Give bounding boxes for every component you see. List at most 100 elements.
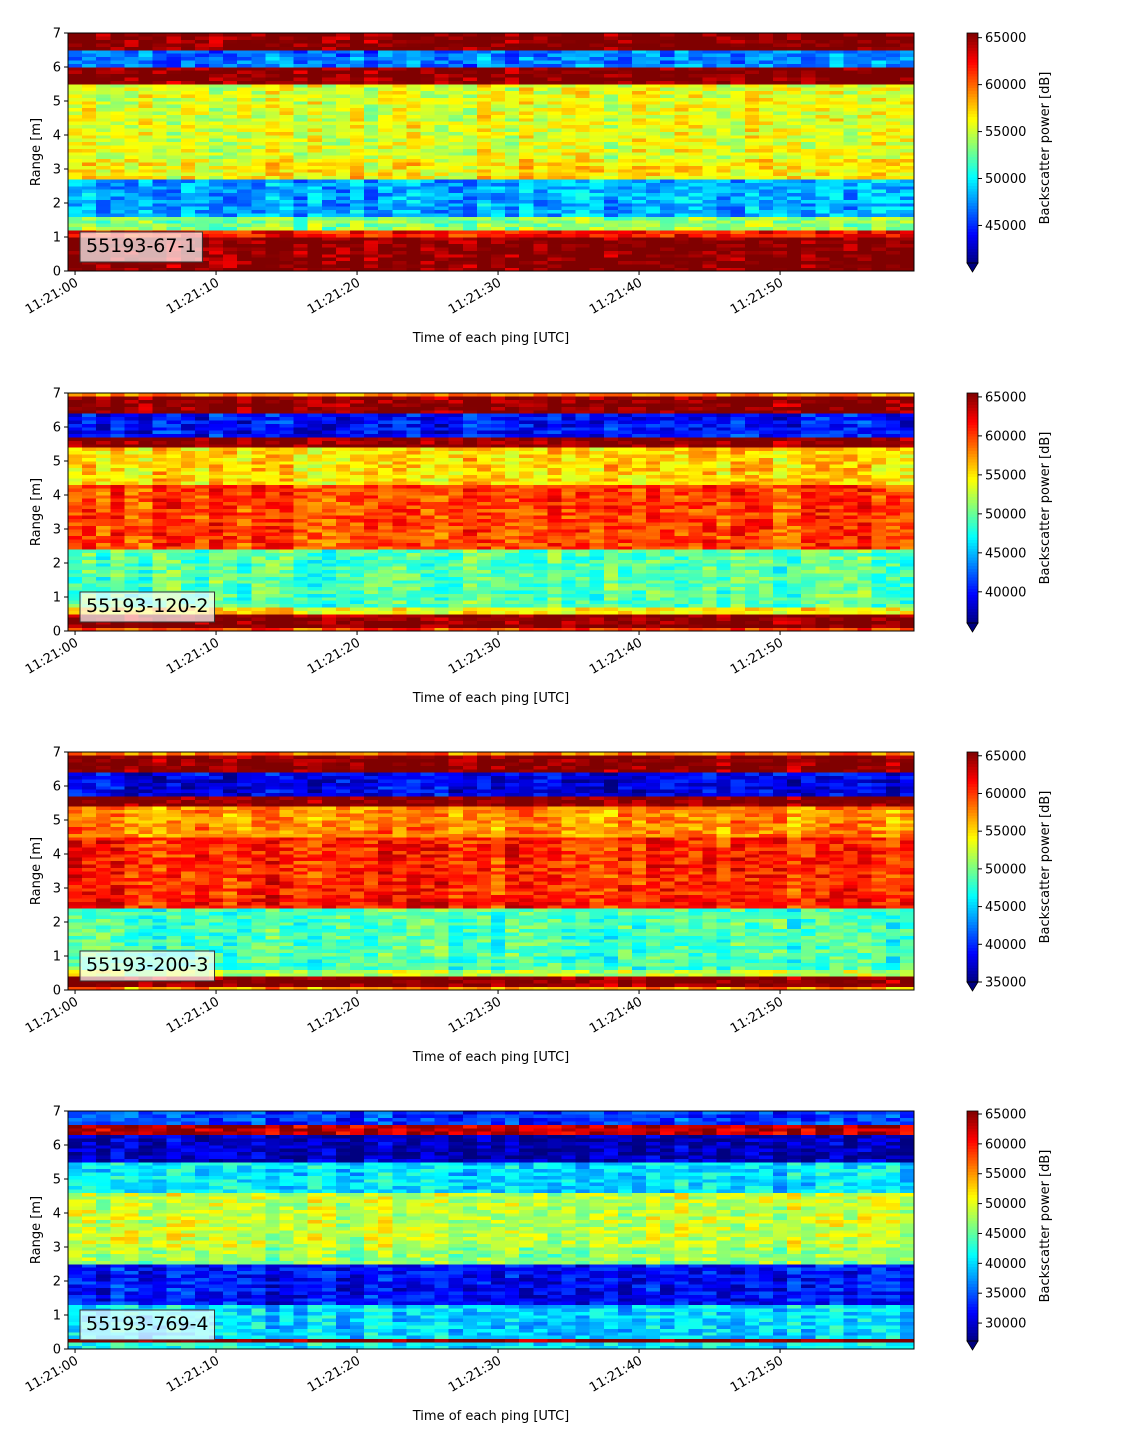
heatmap-cell <box>463 40 477 44</box>
heatmap-cell <box>759 67 773 71</box>
heatmap-cell <box>280 115 294 119</box>
heatmap-cell <box>139 203 153 207</box>
heatmap-cell <box>68 526 82 530</box>
heatmap-cell <box>745 200 759 204</box>
heatmap-cell <box>618 254 632 258</box>
heatmap-cell <box>139 149 153 153</box>
heatmap-cell <box>421 227 435 231</box>
heatmap-cell <box>237 149 251 153</box>
heatmap-cell <box>68 573 82 577</box>
heatmap-cell <box>124 393 138 397</box>
heatmap-cell <box>153 393 167 397</box>
heatmap-cell <box>308 91 322 95</box>
heatmap-cell <box>392 74 406 78</box>
heatmap-cell <box>209 240 223 244</box>
heatmap-cell <box>110 420 124 424</box>
heatmap-cell <box>167 40 181 44</box>
heatmap-cell <box>829 74 843 78</box>
heatmap-cell <box>195 53 209 57</box>
heatmap-cell <box>406 166 420 170</box>
heatmap-cell <box>68 512 82 516</box>
heatmap-cell <box>632 70 646 74</box>
heatmap-cell <box>646 183 660 187</box>
heatmap-cell <box>96 172 110 176</box>
heatmap-cell <box>167 223 181 227</box>
heatmap-cell <box>153 444 167 448</box>
heatmap-cell <box>660 240 674 244</box>
heatmap-cell <box>209 186 223 190</box>
heatmap-cell <box>124 47 138 51</box>
heatmap-cell <box>139 553 153 557</box>
heatmap-cell <box>900 33 914 37</box>
heatmap-cell <box>82 179 96 183</box>
heatmap-cell <box>801 108 815 112</box>
heatmap-cell <box>688 227 702 231</box>
heatmap-cell <box>773 234 787 238</box>
heatmap-cell <box>223 186 237 190</box>
heatmap-cell <box>82 87 96 91</box>
heatmap-cell <box>449 57 463 61</box>
heatmap-cell <box>181 481 195 485</box>
heatmap-cell <box>167 519 181 523</box>
heatmap-cell <box>181 553 195 557</box>
heatmap-cell <box>350 53 364 57</box>
heatmap-cell <box>209 135 223 139</box>
heatmap-cell <box>421 172 435 176</box>
heatmap-cell <box>717 261 731 265</box>
heatmap-cell <box>632 230 646 234</box>
heatmap-cell <box>406 196 420 200</box>
heatmap-cell <box>280 244 294 248</box>
heatmap-cell <box>209 169 223 173</box>
heatmap-cell <box>82 43 96 47</box>
heatmap-cell <box>435 115 449 119</box>
heatmap-cell <box>392 115 406 119</box>
heatmap-cell <box>646 223 660 227</box>
heatmap-cell <box>829 220 843 224</box>
heatmap-cell <box>829 47 843 51</box>
heatmap-cell <box>167 532 181 536</box>
heatmap-cell <box>618 193 632 197</box>
heatmap-cell <box>251 149 265 153</box>
heatmap-cell <box>223 183 237 187</box>
heatmap-cell <box>533 247 547 251</box>
heatmap-cell <box>815 115 829 119</box>
heatmap-cell <box>773 210 787 214</box>
heatmap-cell <box>209 94 223 98</box>
heatmap-cell <box>787 223 801 227</box>
heatmap-cell <box>773 128 787 132</box>
heatmap-cell <box>223 108 237 112</box>
heatmap-cell <box>96 104 110 108</box>
heatmap-cell <box>590 179 604 183</box>
heatmap-cell <box>124 87 138 91</box>
heatmap-cell <box>167 495 181 499</box>
heatmap-cell <box>872 196 886 200</box>
heatmap-cell <box>336 220 350 224</box>
heatmap-cell <box>844 118 858 122</box>
heatmap-cell <box>68 553 82 557</box>
heatmap-cell <box>167 505 181 509</box>
heatmap-cell <box>96 217 110 221</box>
heatmap-cell <box>96 498 110 502</box>
heatmap-cell <box>336 104 350 108</box>
heatmap-cell <box>547 244 561 248</box>
heatmap-cell <box>604 60 618 64</box>
heatmap-cell <box>449 50 463 54</box>
heatmap-cell <box>590 135 604 139</box>
heatmap-cell <box>872 57 886 61</box>
heatmap-cell <box>660 104 674 108</box>
heatmap-cell <box>406 251 420 255</box>
heatmap-cell <box>181 203 195 207</box>
heatmap-cell <box>322 247 336 251</box>
heatmap-cell <box>688 36 702 40</box>
heatmap-cell <box>110 532 124 536</box>
heatmap-cell <box>124 468 138 472</box>
heatmap-cell <box>223 64 237 68</box>
heatmap-cell <box>181 220 195 224</box>
heatmap-cell <box>844 101 858 105</box>
heatmap-cell <box>576 94 590 98</box>
heatmap-cell <box>110 149 124 153</box>
heatmap-cell <box>294 155 308 159</box>
heatmap-cell <box>336 257 350 261</box>
heatmap-cell <box>68 200 82 204</box>
heatmap-cell <box>68 556 82 560</box>
